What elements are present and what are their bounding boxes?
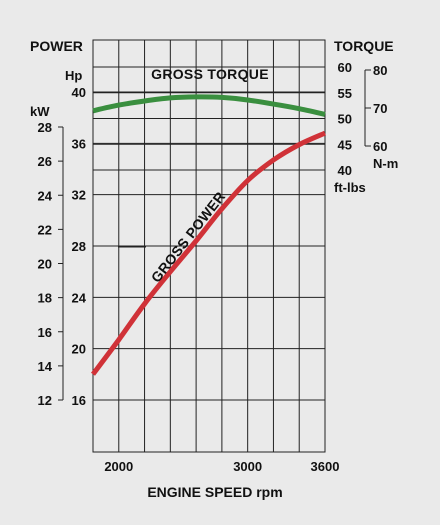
ftlbs-tick-label: 60 xyxy=(338,60,352,75)
torque-axis-header: TORQUE xyxy=(334,38,394,54)
gross-torque-label: GROSS TORQUE xyxy=(151,66,269,82)
hp-tick-label: 36 xyxy=(72,136,86,151)
ftlbs-tick-label: 55 xyxy=(338,86,352,101)
kw-axis-unit: kW xyxy=(30,104,50,119)
kw-tick-label: 22 xyxy=(38,222,52,237)
ftlbs-tick-label: 45 xyxy=(338,137,352,152)
x-tick-label: 3000 xyxy=(233,459,262,474)
power-axis-header: POWER xyxy=(30,38,83,54)
kw-tick-label: 14 xyxy=(38,359,53,374)
hp-tick-label: 40 xyxy=(72,85,86,100)
nm-tick-label: 70 xyxy=(373,101,387,116)
hp-tick-label: 28 xyxy=(72,239,86,254)
gross-torque-curve xyxy=(92,94,326,117)
chart-labels: POWER TORQUE Hp kW ft-lbs N-m ENGINE SPEED rpm… xyxy=(30,38,398,500)
ftlbs-tick-label: 40 xyxy=(338,163,352,178)
nm-tick-label: 80 xyxy=(373,63,387,78)
kw-tick-label: 18 xyxy=(38,291,52,306)
hp-tick-label: 16 xyxy=(72,393,86,408)
chart-curves xyxy=(91,94,327,376)
chart-grid xyxy=(92,39,326,453)
x-tick-label: 2000 xyxy=(104,459,133,474)
ftlbs-tick-label: 50 xyxy=(338,112,352,127)
kw-tick-label: 24 xyxy=(38,188,53,203)
chart-axes: 16 20 24 28 32 36 40 12 14 16 18 20 22 24 26 28 40 45 50 55… xyxy=(38,60,388,474)
hp-tick-label: 20 xyxy=(72,342,86,357)
kw-tick-label: 20 xyxy=(38,257,52,272)
kw-tick-label: 16 xyxy=(38,325,52,340)
gross-power-curve xyxy=(91,130,327,376)
hp-tick-label: 24 xyxy=(72,290,87,305)
hp-tick-label: 32 xyxy=(72,188,86,203)
hp-axis-unit: Hp xyxy=(65,68,82,83)
nm-axis-unit: N-m xyxy=(373,156,398,171)
nm-tick-label: 60 xyxy=(373,139,387,154)
kw-tick-label: 28 xyxy=(38,120,52,135)
x-axis-title: ENGINE SPEED rpm xyxy=(147,484,282,500)
gross-power-label: GROSS POWER xyxy=(148,188,229,285)
kw-tick-label: 26 xyxy=(38,154,52,169)
kw-tick-label: 12 xyxy=(38,393,52,408)
ftlbs-axis-unit: ft-lbs xyxy=(334,180,366,195)
x-tick-label: 3600 xyxy=(311,459,340,474)
